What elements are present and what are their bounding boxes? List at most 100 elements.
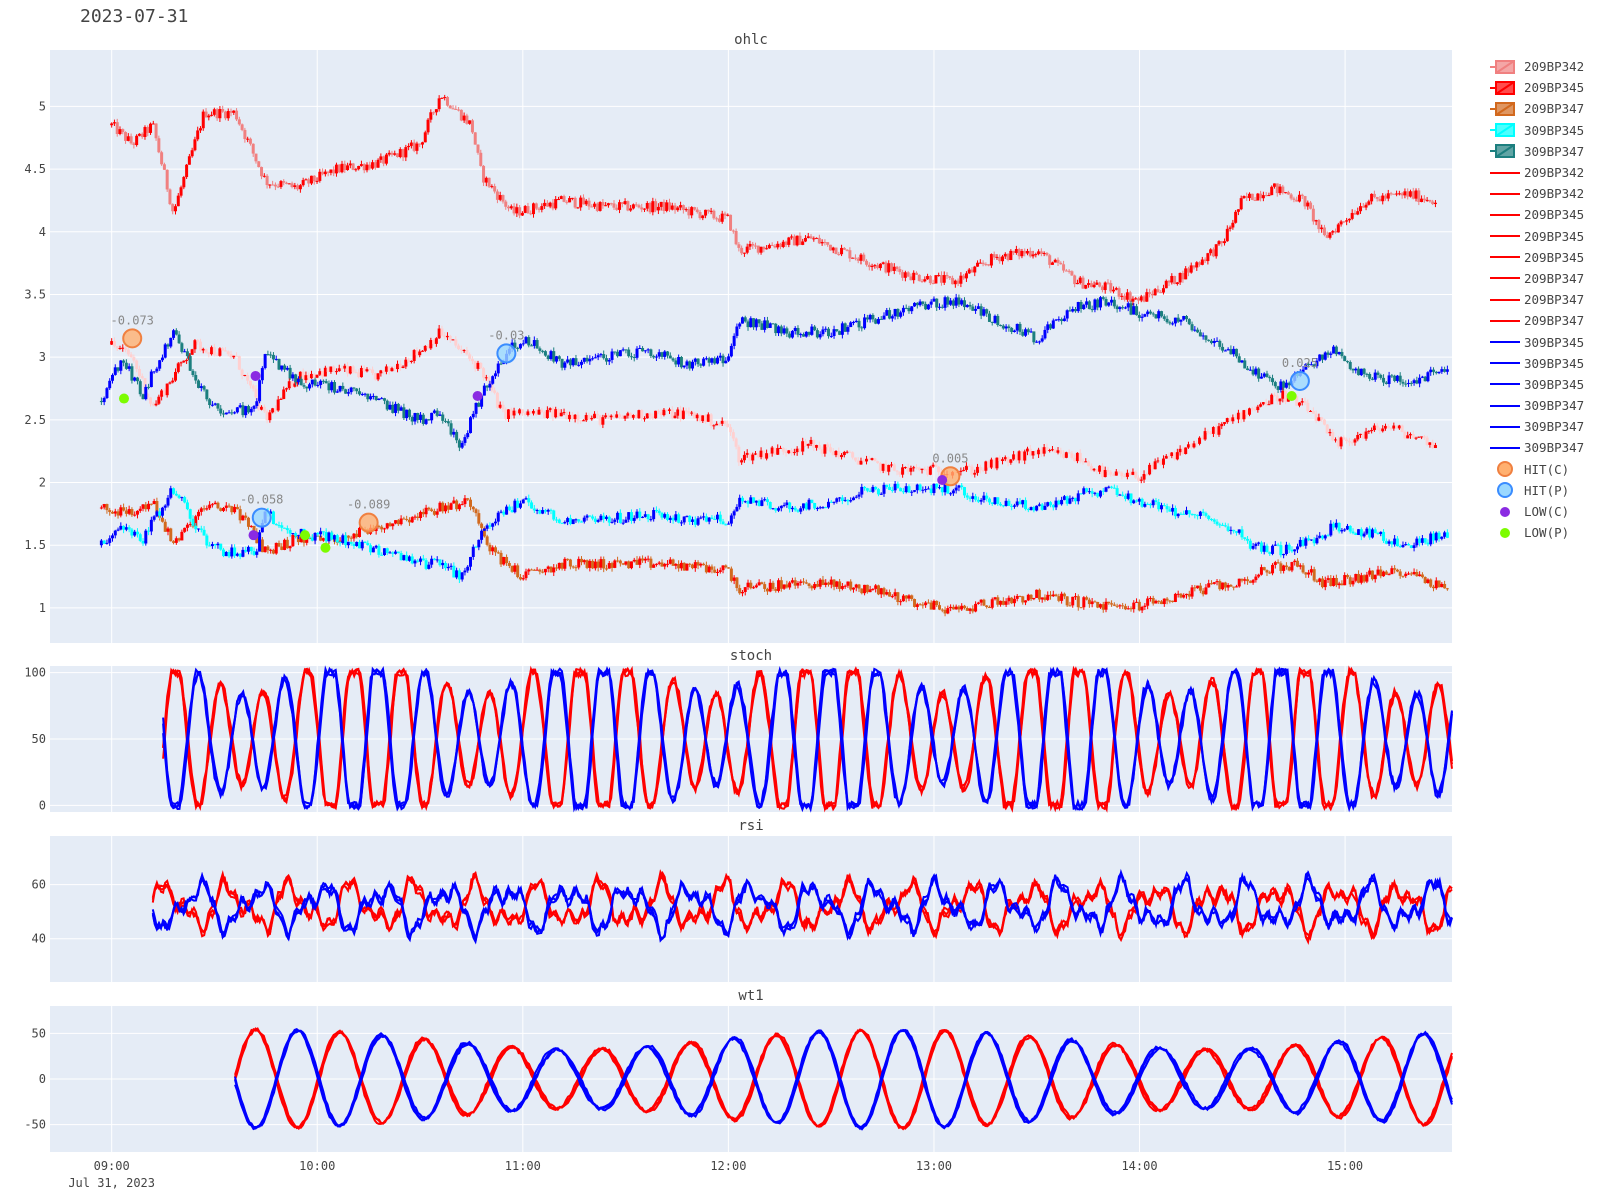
legend-item[interactable]: 209BP342 bbox=[1488, 56, 1584, 77]
candle-body bbox=[362, 164, 366, 171]
candle-body bbox=[465, 115, 469, 124]
candle-body bbox=[754, 500, 758, 503]
candle-body bbox=[268, 412, 272, 421]
candle-body bbox=[1196, 329, 1200, 333]
candle-body bbox=[1336, 439, 1340, 447]
candle-body bbox=[1148, 503, 1152, 506]
candle-body bbox=[318, 171, 322, 181]
candle-body bbox=[1073, 275, 1077, 285]
candle-body bbox=[1259, 404, 1263, 407]
candle-body bbox=[698, 414, 702, 422]
low-call-marker[interactable] bbox=[937, 475, 948, 486]
legend-item[interactable]: 209BP347 bbox=[1488, 310, 1584, 331]
candle-body bbox=[293, 185, 297, 188]
candle-body bbox=[616, 560, 620, 562]
hit-put-marker[interactable] bbox=[1289, 370, 1310, 391]
candle-body bbox=[454, 339, 458, 346]
legend-item[interactable]: 309BP345 bbox=[1488, 120, 1584, 141]
candle-body bbox=[1078, 277, 1082, 283]
candle-body bbox=[931, 283, 935, 285]
legend-item[interactable]: 209BP345 bbox=[1488, 77, 1584, 98]
legend-item[interactable]: 209BP347 bbox=[1488, 289, 1584, 310]
candle-body bbox=[1079, 302, 1083, 310]
candle-body bbox=[216, 502, 220, 509]
candle-body bbox=[1187, 319, 1191, 325]
legend-item[interactable]: 309BP347 bbox=[1488, 141, 1584, 162]
candle-body bbox=[1151, 313, 1155, 315]
candle-body bbox=[602, 559, 606, 569]
candle-body bbox=[685, 515, 689, 517]
hit-call-marker[interactable] bbox=[122, 328, 143, 349]
candle-body bbox=[645, 203, 649, 209]
x-tick-label: 15:00 bbox=[1327, 1159, 1363, 1173]
candle-body bbox=[707, 517, 711, 522]
candle-body bbox=[1154, 600, 1158, 604]
candle-body bbox=[1065, 596, 1069, 606]
candle-body bbox=[729, 568, 733, 581]
candle-body bbox=[257, 161, 261, 168]
low-put-marker[interactable] bbox=[320, 542, 331, 553]
candle-body bbox=[1120, 472, 1124, 477]
low-put-marker[interactable] bbox=[119, 393, 130, 404]
candle-body bbox=[721, 355, 725, 364]
plot-area-ohlc[interactable] bbox=[50, 50, 1452, 643]
candle-body bbox=[831, 247, 835, 251]
candle-body bbox=[570, 197, 574, 199]
hit-call-marker[interactable] bbox=[358, 512, 379, 533]
legend-item[interactable]: 209BP345 bbox=[1488, 226, 1584, 247]
candle-body bbox=[329, 169, 333, 173]
low-call-marker[interactable] bbox=[250, 370, 261, 381]
legend-item[interactable]: 209BP345 bbox=[1488, 247, 1584, 268]
candle-body bbox=[124, 347, 128, 350]
candle-body bbox=[1070, 453, 1074, 458]
candle-body bbox=[108, 538, 112, 543]
candle-body bbox=[810, 585, 814, 589]
candle-body bbox=[416, 516, 420, 519]
candle-body bbox=[865, 458, 869, 462]
candle-body bbox=[1001, 459, 1005, 461]
low-call-marker[interactable] bbox=[248, 530, 259, 541]
legend-item[interactable]: 209BP342 bbox=[1488, 183, 1584, 204]
candle-body bbox=[1278, 186, 1282, 194]
candle-body bbox=[1059, 450, 1063, 454]
candle-body bbox=[1073, 457, 1077, 462]
legend-item[interactable]: 209BP347 bbox=[1488, 98, 1584, 119]
candle-body bbox=[1370, 193, 1374, 202]
candle-body bbox=[1440, 536, 1444, 539]
legend[interactable]: 209BP342 209BP345 209BP347 309BP345 309BP347… bbox=[1488, 56, 1584, 543]
candle-body bbox=[1229, 349, 1233, 355]
candle-body bbox=[273, 408, 277, 411]
candle-body bbox=[183, 527, 187, 532]
candle-body bbox=[948, 276, 952, 278]
legend-item[interactable]: 209BP347 bbox=[1488, 268, 1584, 289]
candle-body bbox=[274, 524, 278, 526]
low-call-marker[interactable] bbox=[472, 391, 483, 402]
plot-area-rsi[interactable] bbox=[50, 836, 1452, 982]
candle-body bbox=[984, 461, 988, 471]
candle-body bbox=[828, 244, 832, 251]
candle-body bbox=[631, 204, 635, 209]
candle-body bbox=[1347, 218, 1351, 221]
candle-body bbox=[1128, 292, 1132, 302]
candle-body bbox=[654, 510, 658, 512]
candle-body bbox=[321, 171, 325, 175]
candle-body bbox=[368, 164, 372, 169]
candle-body bbox=[860, 588, 864, 594]
candle-body bbox=[748, 243, 752, 247]
legend-item[interactable]: 209BP345 bbox=[1488, 204, 1584, 225]
legend-item[interactable]: 209BP342 bbox=[1488, 162, 1584, 183]
hit-put-marker[interactable] bbox=[251, 507, 272, 528]
low-put-marker[interactable] bbox=[1286, 391, 1297, 402]
candle-body bbox=[1287, 382, 1291, 386]
candle-body bbox=[979, 500, 983, 502]
candle-body bbox=[354, 372, 358, 374]
candle-body bbox=[954, 487, 958, 491]
candle-body bbox=[394, 403, 398, 413]
candle-body bbox=[457, 504, 461, 510]
candle-body bbox=[582, 357, 586, 362]
low-put-marker[interactable] bbox=[299, 530, 310, 541]
candle-body bbox=[357, 372, 361, 378]
candle-body bbox=[1049, 324, 1053, 329]
hit-put-marker[interactable] bbox=[496, 343, 517, 364]
